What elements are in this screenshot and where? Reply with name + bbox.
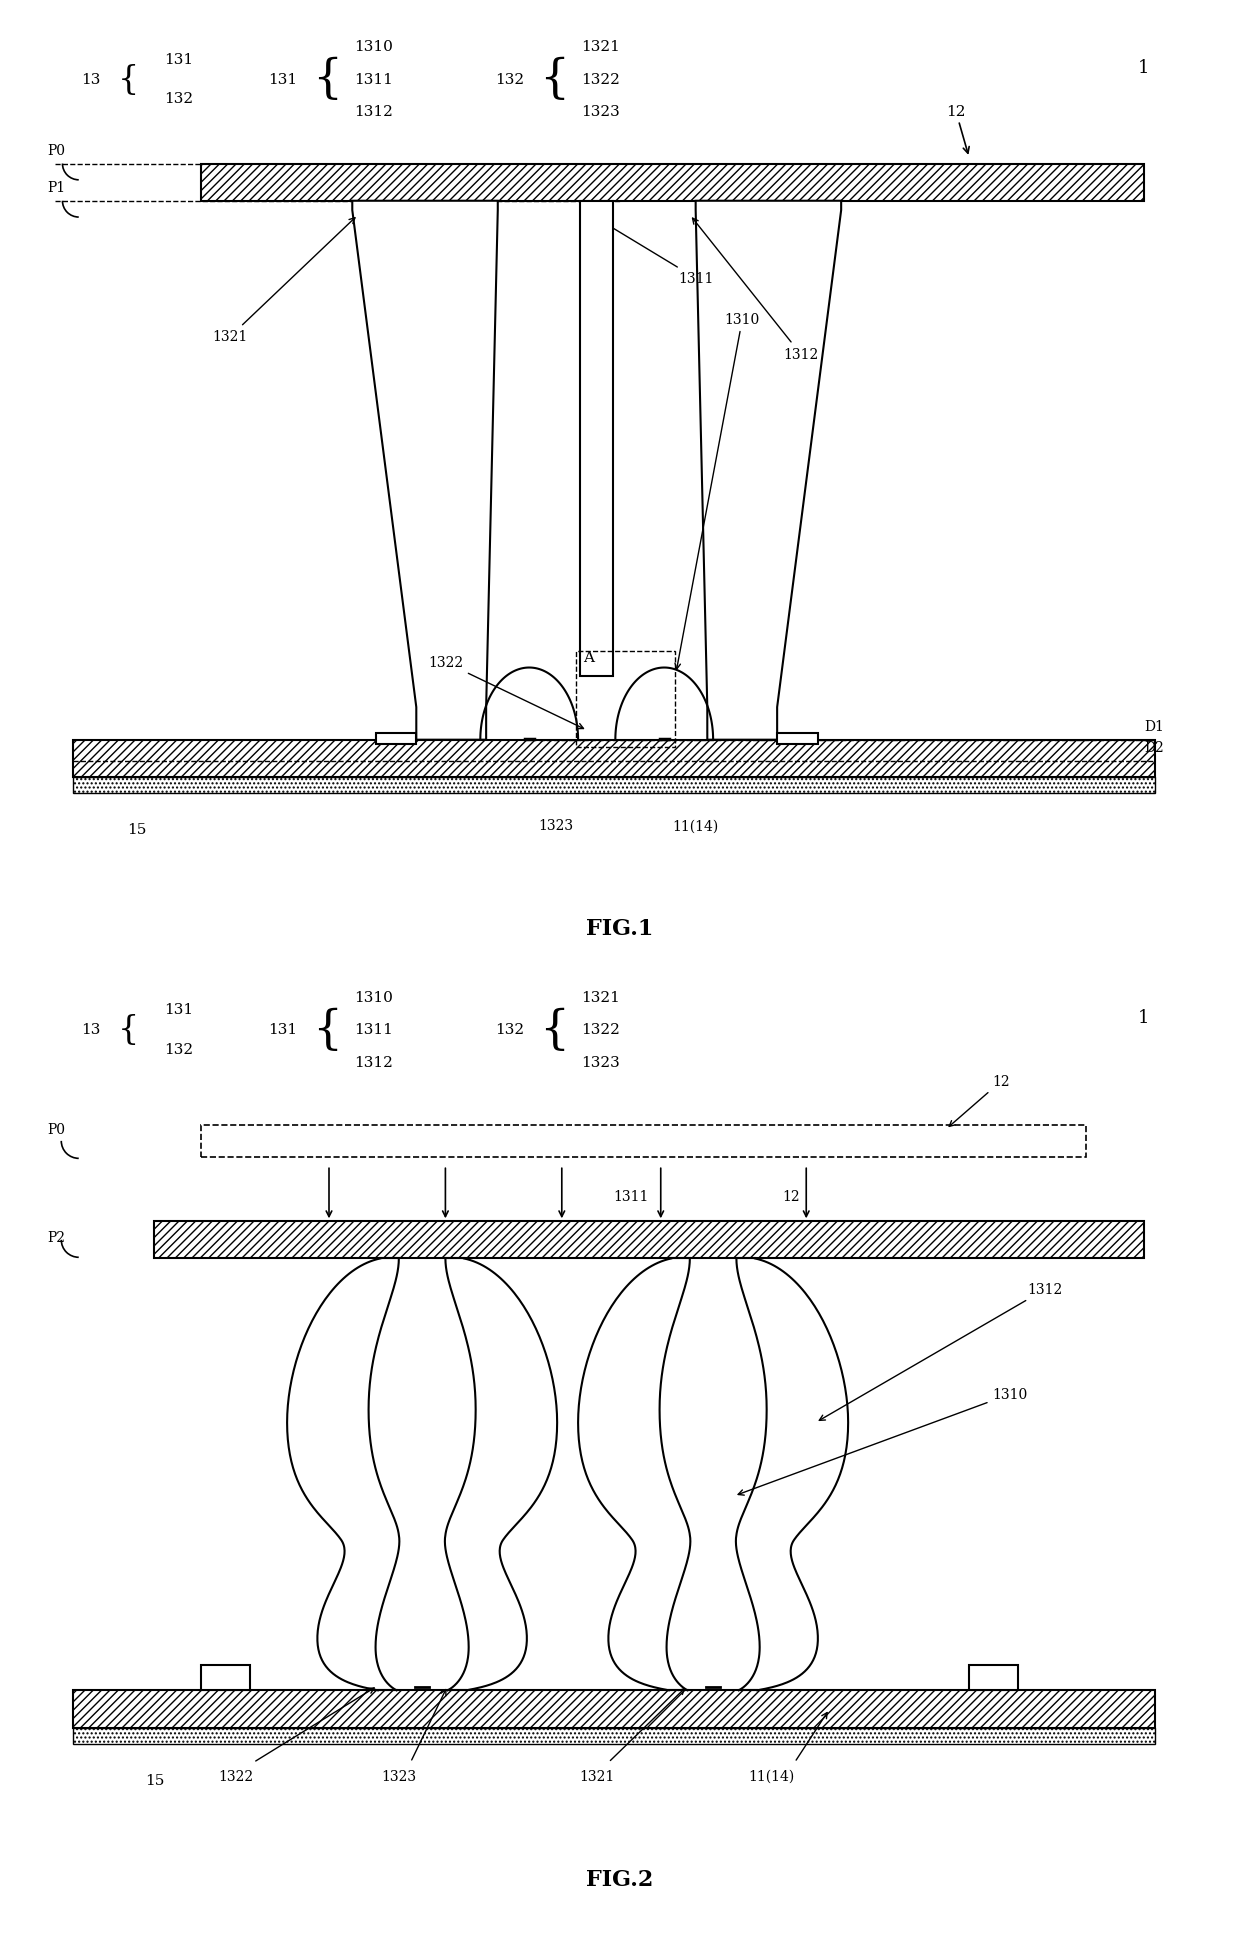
Bar: [201, 165, 1143, 202]
Text: 1322: 1322: [582, 72, 620, 87]
Text: 12: 12: [946, 105, 970, 155]
Text: 1311: 1311: [355, 1022, 393, 1037]
Text: 1321: 1321: [582, 41, 620, 54]
Text: 1: 1: [1138, 1008, 1149, 1028]
Text: 1312: 1312: [692, 219, 818, 363]
Text: 132: 132: [495, 72, 525, 87]
Text: 131: 131: [268, 1022, 298, 1037]
Text: 1311: 1311: [614, 1189, 649, 1202]
Bar: [73, 1728, 1156, 1743]
Text: 1310: 1310: [675, 312, 760, 669]
Text: 1323: 1323: [538, 818, 574, 834]
Text: 1321: 1321: [212, 219, 355, 345]
Bar: [970, 1666, 1018, 1691]
Text: 1310: 1310: [738, 1388, 1028, 1495]
Text: D1: D1: [1143, 719, 1163, 733]
Text: 1311: 1311: [600, 221, 713, 287]
Polygon shape: [352, 202, 497, 741]
Bar: [155, 1222, 1143, 1258]
Text: 1323: 1323: [582, 105, 620, 118]
Text: {: {: [118, 1014, 139, 1045]
Text: 11(14): 11(14): [748, 1768, 795, 1784]
Bar: [73, 741, 1156, 778]
Text: P1: P1: [47, 180, 66, 194]
Text: 12: 12: [949, 1074, 1011, 1127]
Text: 131: 131: [164, 52, 193, 66]
Text: 11(14): 11(14): [672, 818, 719, 834]
Text: D2: D2: [1143, 741, 1163, 754]
Bar: [201, 1125, 1085, 1158]
Text: 1311: 1311: [355, 72, 393, 87]
Bar: [376, 733, 417, 745]
Text: 132: 132: [164, 93, 193, 107]
Text: 15: 15: [145, 1772, 164, 1788]
Bar: [777, 733, 818, 745]
Text: {: {: [311, 56, 342, 103]
Text: {: {: [311, 1006, 342, 1053]
Text: 1321: 1321: [579, 1768, 614, 1784]
Text: 13: 13: [81, 1022, 100, 1037]
Bar: [73, 1691, 1156, 1728]
Text: P0: P0: [47, 1123, 66, 1136]
Text: 132: 132: [495, 1022, 525, 1037]
Text: 131: 131: [164, 1002, 193, 1016]
Text: 15: 15: [128, 822, 146, 838]
Text: P2: P2: [47, 1231, 66, 1245]
Text: {: {: [538, 56, 569, 103]
Text: 1323: 1323: [582, 1055, 620, 1068]
Text: 12: 12: [782, 1189, 801, 1202]
Text: 131: 131: [268, 72, 298, 87]
Text: 1322: 1322: [428, 655, 584, 729]
Bar: [575, 652, 675, 747]
Text: A: A: [583, 650, 594, 665]
Polygon shape: [696, 202, 841, 741]
Text: 132: 132: [164, 1043, 193, 1057]
Text: P0: P0: [47, 143, 66, 157]
Text: 1312: 1312: [820, 1284, 1063, 1421]
Text: 13: 13: [81, 72, 100, 87]
Text: {: {: [118, 64, 139, 95]
Text: 1323: 1323: [381, 1768, 417, 1784]
Text: 1322: 1322: [218, 1768, 253, 1784]
Text: 1310: 1310: [355, 991, 393, 1004]
Text: 1312: 1312: [355, 105, 393, 118]
Text: 1310: 1310: [355, 41, 393, 54]
Text: 1: 1: [1138, 58, 1149, 78]
Text: 1322: 1322: [582, 1022, 620, 1037]
Bar: [580, 202, 613, 677]
Text: FIG.1: FIG.1: [587, 917, 653, 940]
Text: 1312: 1312: [355, 1055, 393, 1068]
Bar: [73, 778, 1156, 793]
Text: 1321: 1321: [582, 991, 620, 1004]
Text: {: {: [538, 1006, 569, 1053]
Text: FIG.2: FIG.2: [587, 1867, 653, 1891]
Bar: [201, 1666, 249, 1691]
